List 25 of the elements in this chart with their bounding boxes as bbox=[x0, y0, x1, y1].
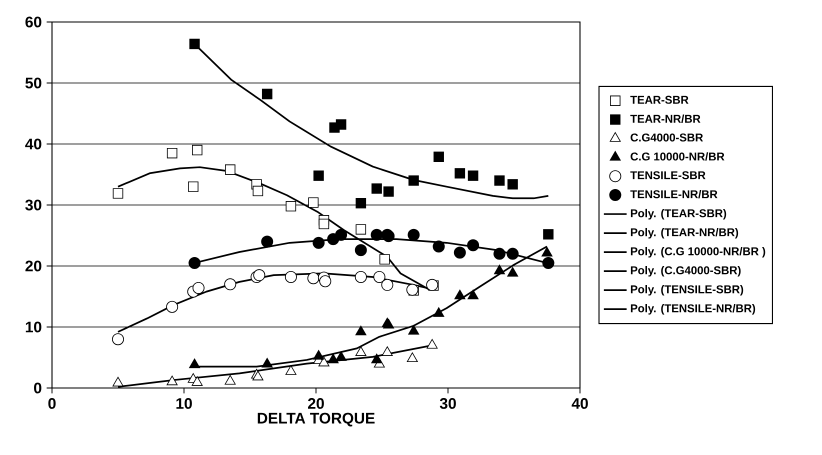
y-tick-label: 20 bbox=[25, 260, 42, 272]
x-tick-label: 30 bbox=[440, 398, 456, 409]
legend-label: TENSILE-SBR bbox=[630, 171, 706, 180]
legend-label: Poly. (TENSILE-SBR) bbox=[630, 285, 744, 296]
y-tick-label: 30 bbox=[25, 200, 42, 210]
legend-label: TEAR-NR/BR bbox=[630, 114, 700, 123]
y-tick-label: 50 bbox=[25, 78, 42, 88]
x-tick-label: 0 bbox=[48, 398, 56, 409]
legend-label: Poly. (TEAR-SBR) bbox=[630, 208, 726, 220]
legend-label: TENSILE-NR/BR bbox=[630, 190, 718, 198]
y-tick-label: 10 bbox=[26, 322, 42, 332]
y-tick-label: 60 bbox=[25, 16, 42, 28]
y-tick-label: 40 bbox=[25, 138, 42, 150]
legend-label: Poly. (C.G 10000-NR/BR ) bbox=[630, 246, 766, 258]
legend-label: Poly. (TENSILE-NR/BR) bbox=[630, 304, 756, 315]
legend-label: C.G 10000-NR/BR bbox=[630, 152, 724, 161]
x-tick-label: 40 bbox=[572, 398, 588, 409]
legend-label: TEAR-SBR bbox=[630, 96, 688, 104]
x-axis-title: DELTA TORQUE bbox=[258, 412, 375, 426]
y-tick-label: 0 bbox=[34, 382, 42, 394]
legend-label: Poly. (TEAR-NR/BR) bbox=[630, 228, 738, 239]
x-tick-label: 20 bbox=[308, 398, 324, 409]
x-tick-label: 10 bbox=[176, 398, 192, 409]
legend-label: C.G4000-SBR bbox=[630, 134, 703, 142]
legend-label: Poly. (C.G4000-SBR) bbox=[630, 266, 741, 277]
